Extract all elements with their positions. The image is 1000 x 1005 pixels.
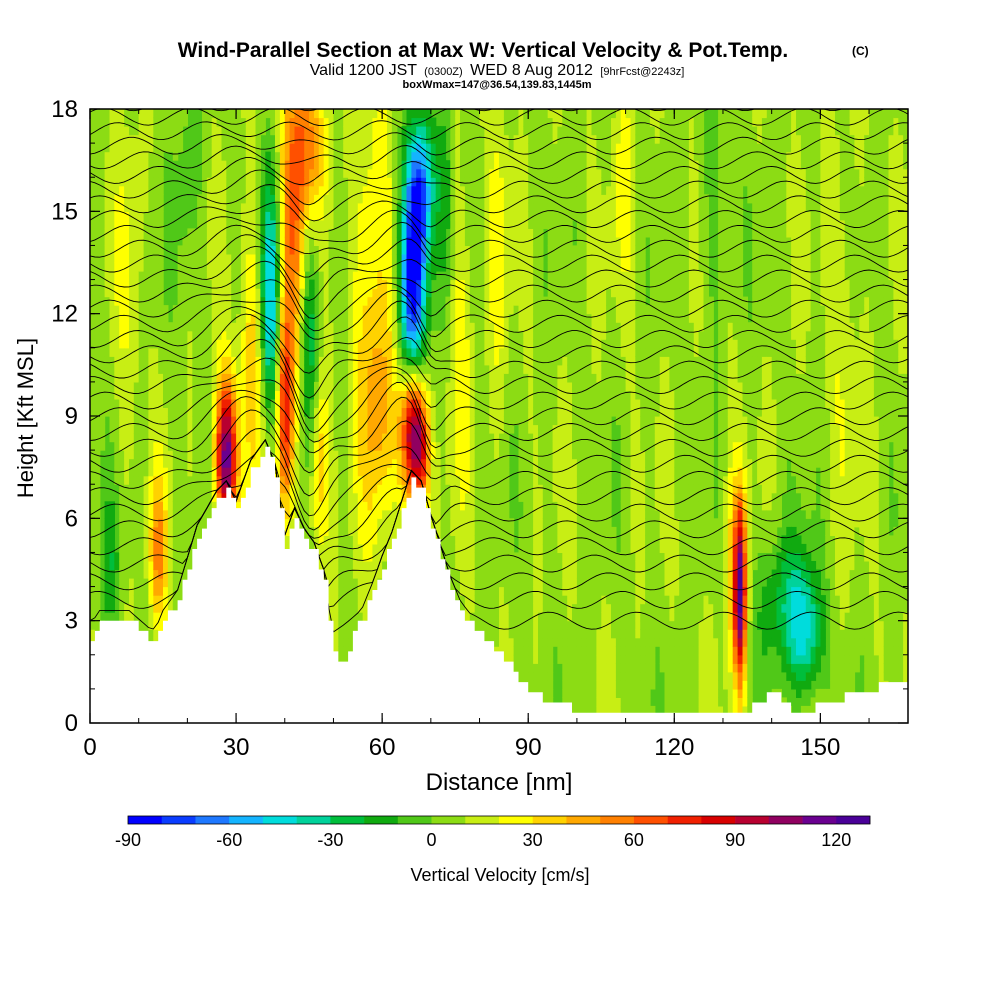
chart-title-mark: (C) <box>852 44 869 58</box>
x-axis-label: Distance [nm] <box>426 769 573 796</box>
colorbar-swatch <box>769 816 803 824</box>
colorbar-tick-label: 0 <box>426 830 436 850</box>
x-tick-label: 120 <box>654 734 694 761</box>
colorbar-swatch <box>364 816 398 824</box>
y-tick-label: 6 <box>65 505 78 532</box>
x-tick-label: 60 <box>369 734 396 761</box>
colorbar-swatch <box>162 816 196 824</box>
chart-subtitle: Valid 1200 JST (0300Z) WED 8 Aug 2012 [9… <box>310 62 685 79</box>
colorbar-swatch <box>330 816 364 824</box>
colorbar-swatch <box>803 816 837 824</box>
y-tick-label: 15 <box>51 198 78 225</box>
colorbar-swatch <box>263 816 297 824</box>
colorbar-swatch <box>128 816 162 824</box>
x-tick-label: 30 <box>223 734 250 761</box>
y-axis-label: Height [Kft MSL] <box>13 338 38 498</box>
colorbar-tick-label: 90 <box>725 830 745 850</box>
colorbar-swatch <box>566 816 600 824</box>
colorbar-swatch <box>735 816 769 824</box>
colorbar-tick-label: 120 <box>821 830 851 850</box>
chart-subtitle-box: boxWmax=147@36.54,139.83,1445m <box>403 79 592 91</box>
colorbar-swatch <box>195 816 229 824</box>
colorbar-swatch <box>668 816 702 824</box>
colorbar-swatch <box>398 816 432 824</box>
colorbar-swatch <box>432 816 466 824</box>
colorbar-tick-label: 60 <box>624 830 644 850</box>
colorbar-tick-label: 30 <box>523 830 543 850</box>
colorbar-swatch <box>701 816 735 824</box>
y-tick-label: 12 <box>51 301 78 328</box>
colorbar-tick-label: -60 <box>216 830 242 850</box>
x-tick-label: 0 <box>83 734 96 761</box>
colorbar-tick-label: -30 <box>317 830 343 850</box>
subtitle-valid: Valid 1200 JST <box>310 62 418 79</box>
colorbar-swatch <box>533 816 567 824</box>
x-tick-label: 90 <box>515 734 542 761</box>
y-tick-label: 0 <box>65 710 78 737</box>
colorbar-label: Vertical Velocity [cm/s] <box>410 865 589 885</box>
y-tick-label: 3 <box>65 608 78 635</box>
y-tick-label: 18 <box>51 96 78 123</box>
colorbar-swatch <box>600 816 634 824</box>
colorbar-swatch <box>499 816 533 824</box>
colorbar-swatch <box>634 816 668 824</box>
y-tick-label: 9 <box>65 403 78 430</box>
colorbar-swatch <box>297 816 331 824</box>
subtitle-utc: (0300Z) <box>424 66 463 78</box>
subtitle-date: WED 8 Aug 2012 <box>470 62 593 79</box>
colorbar: -90 -60 -30 0 30 60 90 120 <box>115 816 870 850</box>
colorbar-swatch <box>836 816 870 824</box>
x-tick-label: 150 <box>800 734 840 761</box>
chart-title: Wind-Parallel Section at Max W: Vertical… <box>178 39 789 62</box>
colorbar-tick-label: -90 <box>115 830 141 850</box>
colorbar-swatch <box>229 816 263 824</box>
colorbar-swatch <box>465 816 499 824</box>
subtitle-forecast: [9hrFcst@2243z] <box>600 66 684 78</box>
